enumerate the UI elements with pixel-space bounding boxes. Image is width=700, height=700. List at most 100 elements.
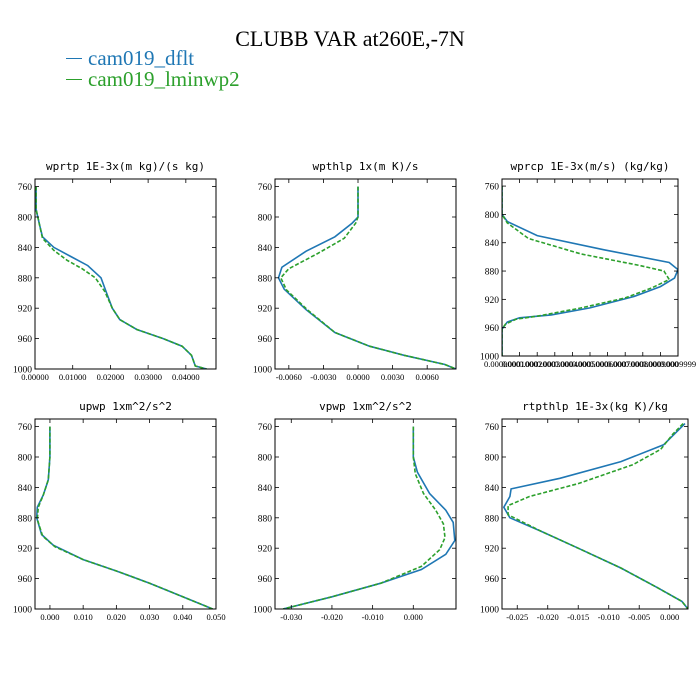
- legend: cam019_dflt cam019_lminwp2: [66, 48, 240, 90]
- panel-title: wpthlp 1x(m K)/s: [313, 160, 419, 173]
- y-tick-label: 960: [258, 335, 273, 345]
- legend-item-lminwp2: cam019_lminwp2: [66, 69, 240, 90]
- y-tick-label: 960: [18, 335, 33, 345]
- x-tick-label: -0.005: [628, 612, 650, 622]
- series-line-1: [502, 423, 688, 609]
- x-tick-label: -0.020: [321, 612, 343, 622]
- panel-title: upwp 1xm^2/s^2: [79, 400, 172, 413]
- series-line-2: [36, 426, 214, 609]
- chart-panel-6: rtpthlp 1E-3x(kg K)/kg 760 800 840 880 920 960…: [480, 400, 689, 622]
- y-tick-label: 960: [18, 575, 33, 585]
- y-tick-label: 760: [258, 423, 273, 433]
- y-tick-label: 960: [485, 575, 500, 585]
- x-tick-label: -0.0030: [310, 372, 336, 382]
- y-tick-label: 760: [485, 183, 500, 193]
- y-tick-label: 880: [18, 514, 33, 524]
- x-tick-label: -0.020: [537, 612, 559, 622]
- x-tick-label: 0.0060: [415, 372, 438, 382]
- y-tick-label: 1000: [253, 366, 272, 376]
- y-tick-label: 760: [18, 423, 33, 433]
- legend-swatch-dflt: [66, 58, 82, 59]
- y-tick-label: 920: [18, 305, 33, 315]
- y-tick-label: 880: [18, 274, 33, 284]
- x-tick-label: 0.02000: [97, 372, 125, 382]
- legend-label-dflt: cam019_dflt: [88, 46, 195, 70]
- y-tick-label: 840: [18, 484, 33, 494]
- series-line-2: [282, 426, 446, 609]
- legend-swatch-lminwp2: [66, 79, 82, 80]
- series-line-1: [35, 426, 214, 609]
- x-tick-label: 0.0003000: [537, 359, 573, 369]
- x-tick-label: 0.050: [206, 612, 225, 622]
- chart-panel-2: wpthlp 1x(m K)/s 760 800 840 880 920 960 1000 -0…: [253, 160, 457, 382]
- y-tick-label: 920: [485, 296, 500, 306]
- plot-frame: [274, 178, 457, 370]
- y-tick-label: 840: [258, 244, 273, 254]
- plot-frame: [501, 418, 689, 610]
- x-tick-label: 0.01000: [59, 372, 87, 382]
- series-line-2: [502, 186, 671, 356]
- chart-panel-4: upwp 1xm^2/s^2 760 800 840 880 920 960 1000 0.00…: [13, 400, 226, 622]
- y-tick-label: 1000: [13, 606, 32, 616]
- y-tick-label: 920: [18, 545, 33, 555]
- y-tick-label: 880: [258, 274, 273, 284]
- y-tick-label: 800: [485, 211, 500, 221]
- series-line-2: [35, 186, 207, 369]
- y-tick-label: 1000: [480, 353, 499, 363]
- series-line-2: [279, 186, 456, 369]
- series-line-1: [502, 186, 678, 356]
- series-line-1: [277, 186, 456, 369]
- x-tick-label: 0.0005000: [572, 359, 608, 369]
- x-tick-label: 0.030: [140, 612, 159, 622]
- x-tick-label: 0.000: [40, 612, 59, 622]
- chart-panel-3: wprcp 1E-3x(m/s) (kg/kg) 760 800 840 880 920 9…: [480, 160, 696, 369]
- x-tick-label: 0.0030: [381, 372, 404, 382]
- x-tick-label: 0.0007000: [607, 359, 643, 369]
- x-tick-label: 0.040: [173, 612, 192, 622]
- y-tick-label: 960: [485, 324, 500, 334]
- y-tick-label: 840: [485, 239, 500, 249]
- legend-label-lminwp2: cam019_lminwp2: [88, 67, 240, 91]
- x-tick-label: 0.000: [660, 612, 679, 622]
- y-tick-label: 800: [258, 214, 273, 224]
- y-tick-label: 840: [18, 244, 33, 254]
- y-tick-label: 840: [258, 484, 273, 494]
- y-tick-label: 760: [258, 183, 273, 193]
- x-tick-label: -0.010: [362, 612, 384, 622]
- x-tick-label: -0.025: [506, 612, 528, 622]
- x-tick-label: 0.0008000: [625, 359, 661, 369]
- x-tick-label: -0.0060: [276, 372, 302, 382]
- plot-frame: [501, 178, 679, 357]
- plot-frame: [34, 418, 217, 610]
- y-tick-label: 880: [258, 514, 273, 524]
- y-tick-label: 1000: [13, 366, 32, 376]
- x-tick-label: 0.000: [404, 612, 423, 622]
- figure-title: CLUBB VAR at260E,-7N: [235, 26, 465, 51]
- x-tick-label: -0.030: [280, 612, 302, 622]
- y-tick-label: 920: [258, 545, 273, 555]
- x-tick-label: 0.0000: [346, 372, 369, 382]
- y-tick-label: 840: [485, 484, 500, 494]
- y-tick-label: 1000: [253, 606, 272, 616]
- y-tick-label: 1000: [480, 606, 499, 616]
- y-tick-label: 800: [258, 454, 273, 464]
- plot-frame: [274, 418, 457, 610]
- series-line-1: [282, 426, 456, 609]
- x-tick-label: 0.00000: [21, 372, 49, 382]
- series-line-1: [35, 186, 207, 369]
- y-tick-label: 880: [485, 514, 500, 524]
- y-tick-label: 960: [258, 575, 273, 585]
- x-tick-label: 0.03000: [134, 372, 162, 382]
- x-tick-label: 0.0004000: [554, 359, 590, 369]
- panel-title: wprcp 1E-3x(m/s) (kg/kg): [511, 160, 670, 173]
- y-tick-label: 760: [18, 183, 33, 193]
- y-tick-label: 800: [18, 214, 33, 224]
- panel-title: wprtp 1E-3x(m kg)/(s kg): [46, 160, 205, 173]
- x-tick-label: 0.0006000: [590, 359, 626, 369]
- x-tick-label: 0.0001000: [502, 359, 538, 369]
- panel-title: vpwp 1xm^2/s^2: [319, 400, 412, 413]
- y-tick-label: 920: [485, 545, 500, 555]
- series-line-2: [507, 423, 688, 609]
- x-tick-label: -0.015: [567, 612, 589, 622]
